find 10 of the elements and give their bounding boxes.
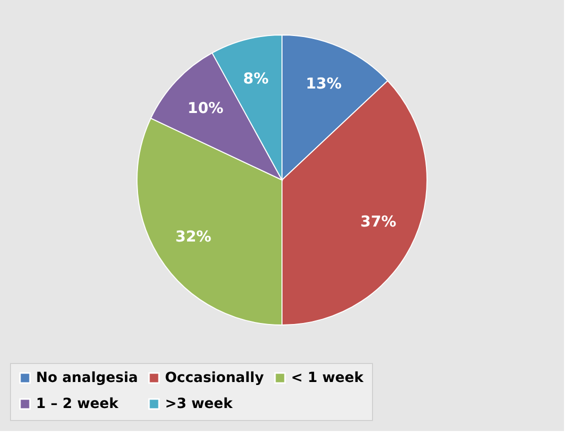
legend-label: Occasionally [165, 370, 264, 386]
data-label: 37% [360, 212, 396, 231]
data-label: 10% [188, 99, 224, 118]
legend-label: 1 – 2 week [36, 396, 120, 412]
legend-label: < 1 week [291, 370, 364, 386]
legend-label: >3 week [165, 396, 234, 412]
data-label: 8% [243, 69, 269, 88]
data-label: 32% [175, 227, 212, 246]
legend-label: No analgesia [36, 370, 138, 386]
data-label: 13% [306, 74, 342, 93]
